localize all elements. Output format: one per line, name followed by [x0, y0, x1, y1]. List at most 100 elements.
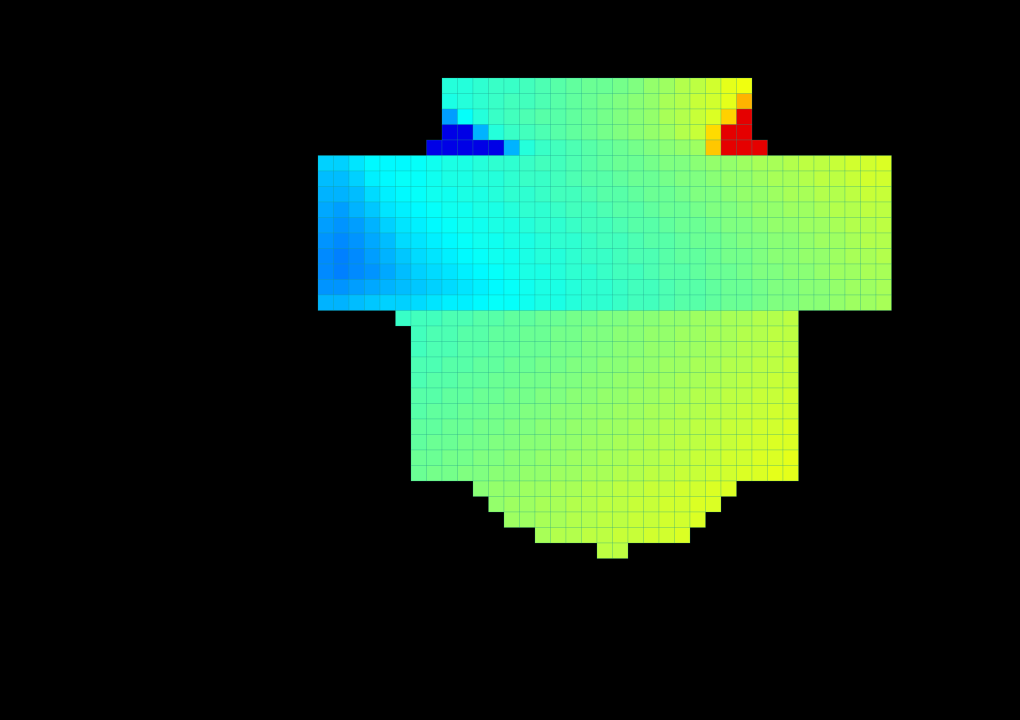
heatmap-cell [751, 465, 768, 482]
heatmap-cell [860, 186, 877, 203]
heatmap-cell [441, 232, 458, 249]
heatmap-cell [674, 356, 691, 373]
heatmap-cell [519, 449, 536, 466]
heatmap-cell [782, 434, 799, 451]
heatmap-cell [519, 124, 536, 141]
heatmap-cell [596, 279, 613, 296]
heatmap-cell [751, 434, 768, 451]
heatmap-cell [612, 465, 629, 482]
heatmap-cell [612, 139, 629, 156]
heatmap-cell [410, 279, 427, 296]
heatmap-cell [798, 201, 815, 218]
heatmap-cell [627, 201, 644, 218]
heatmap-cell [705, 465, 722, 482]
heatmap-cell [519, 279, 536, 296]
heatmap-cell [844, 186, 861, 203]
heatmap-cell [410, 465, 427, 482]
heatmap-cell [457, 232, 474, 249]
heatmap-cell [472, 248, 489, 265]
heatmap-cell [379, 217, 396, 234]
heatmap-cell [364, 155, 381, 172]
heatmap-cell [658, 434, 675, 451]
heatmap-cell [705, 418, 722, 435]
heatmap-cell [813, 263, 830, 280]
heatmap-cell [875, 155, 892, 172]
heatmap-cell [860, 232, 877, 249]
heatmap-cell [844, 201, 861, 218]
heatmap-cell [705, 279, 722, 296]
heatmap-cell [829, 248, 846, 265]
heatmap-cell [457, 108, 474, 125]
heatmap-cell [705, 480, 722, 497]
heatmap-cell [751, 310, 768, 327]
heatmap-cell [581, 372, 598, 389]
heatmap-cell [550, 77, 567, 94]
heatmap-cell [534, 511, 551, 528]
heatmap-cell [627, 248, 644, 265]
heatmap-cell [581, 387, 598, 404]
heatmap-cell [860, 294, 877, 311]
heatmap-cell [550, 108, 567, 125]
heatmap-cell [534, 248, 551, 265]
heatmap-cell [503, 341, 520, 358]
heatmap-cell [612, 356, 629, 373]
heatmap-cell [519, 325, 536, 342]
heatmap-cell [767, 263, 784, 280]
heatmap-cell [581, 108, 598, 125]
heatmap-cell [550, 511, 567, 528]
heatmap-cell [751, 372, 768, 389]
heatmap-cell [426, 248, 443, 265]
heatmap-cell [596, 186, 613, 203]
heatmap-cell [674, 279, 691, 296]
heatmap-cell [736, 372, 753, 389]
heatmap-cell [627, 465, 644, 482]
heatmap-cell [875, 263, 892, 280]
heatmap-cell [457, 248, 474, 265]
heatmap-cell [472, 170, 489, 187]
heatmap-cell [550, 186, 567, 203]
heatmap-cell [612, 542, 629, 559]
heatmap-cell [798, 263, 815, 280]
heatmap-cell [550, 248, 567, 265]
heatmap-cell [658, 279, 675, 296]
heatmap-cell [503, 449, 520, 466]
heatmap-cell [720, 341, 737, 358]
heatmap-cell [767, 279, 784, 296]
heatmap-cell [379, 232, 396, 249]
heatmap-cell [689, 248, 706, 265]
heatmap-cell [441, 418, 458, 435]
heatmap-cell [488, 201, 505, 218]
heatmap-cell [472, 279, 489, 296]
heatmap-cell [844, 248, 861, 265]
heatmap-cell [658, 310, 675, 327]
heatmap-cell [503, 232, 520, 249]
heatmap-cell [720, 387, 737, 404]
heatmap-cell [534, 294, 551, 311]
heatmap-cell [860, 155, 877, 172]
heatmap-cell [364, 201, 381, 218]
heatmap-cell [689, 449, 706, 466]
heatmap-cell [410, 434, 427, 451]
heatmap-cell [751, 341, 768, 358]
heatmap-cell [829, 279, 846, 296]
heatmap-cell [565, 201, 582, 218]
heatmap-cell [379, 263, 396, 280]
heatmap-cell [875, 248, 892, 265]
heatmap-cell [581, 434, 598, 451]
heatmap-cell [426, 434, 443, 451]
heatmap-cell [643, 465, 660, 482]
heatmap-cell [627, 217, 644, 234]
heatmap-cell [410, 372, 427, 389]
heatmap-cell [658, 93, 675, 110]
heatmap-cell [457, 77, 474, 94]
heatmap-cell [736, 77, 753, 94]
heatmap-cell [689, 279, 706, 296]
heatmap-cell [782, 201, 799, 218]
heatmap-cell [534, 217, 551, 234]
heatmap-cell [751, 139, 768, 156]
heatmap-cell [550, 310, 567, 327]
heatmap-cell [829, 217, 846, 234]
heatmap-cell [503, 387, 520, 404]
heatmap-cell [612, 77, 629, 94]
heatmap-cell [565, 403, 582, 420]
